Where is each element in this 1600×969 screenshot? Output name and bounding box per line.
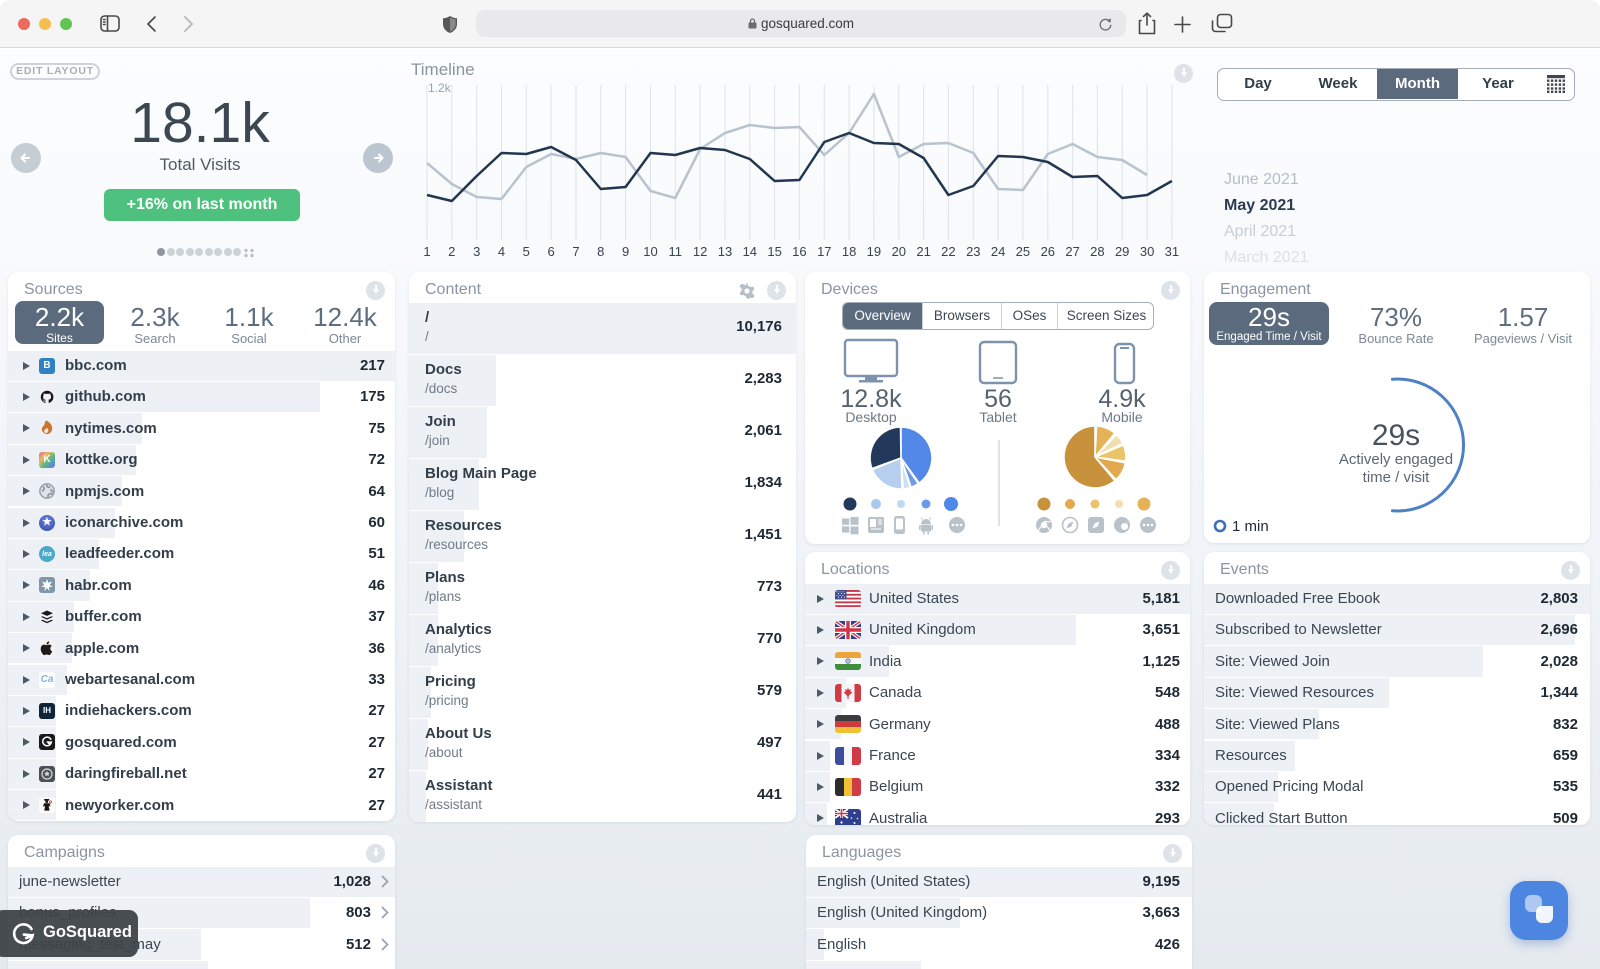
svg-text:Actively engaged: Actively engaged <box>1339 451 1453 468</box>
svg-text:27: 27 <box>1065 244 1079 259</box>
svg-text:29: 29 <box>1115 244 1129 259</box>
svg-text:Tablet: Tablet <box>979 409 1016 425</box>
svg-text:7: 7 <box>572 244 579 259</box>
svg-text:19: 19 <box>867 244 881 259</box>
svg-text:16: 16 <box>792 244 806 259</box>
svg-text:1.2k: 1.2k <box>428 81 452 95</box>
svg-text:5: 5 <box>523 244 530 259</box>
svg-text:24: 24 <box>991 244 1005 259</box>
svg-text:4.9k: 4.9k <box>1098 385 1146 413</box>
svg-text:22: 22 <box>941 244 955 259</box>
svg-text:2: 2 <box>448 244 455 259</box>
svg-text:1: 1 <box>423 244 430 259</box>
svg-text:6: 6 <box>547 244 554 259</box>
svg-text:Desktop: Desktop <box>845 409 897 425</box>
svg-text:56: 56 <box>984 385 1012 413</box>
svg-text:29s: 29s <box>1372 419 1420 452</box>
svg-text:28: 28 <box>1090 244 1104 259</box>
svg-text:12.8k: 12.8k <box>840 385 902 413</box>
svg-text:14: 14 <box>743 244 757 259</box>
svg-text:20: 20 <box>892 244 906 259</box>
svg-text:18: 18 <box>842 244 856 259</box>
svg-text:31: 31 <box>1165 244 1179 259</box>
svg-text:11: 11 <box>669 244 683 259</box>
svg-text:12: 12 <box>693 244 707 259</box>
svg-text:3: 3 <box>473 244 480 259</box>
svg-text:9: 9 <box>622 244 629 259</box>
svg-text:30: 30 <box>1140 244 1154 259</box>
svg-text:17: 17 <box>817 244 831 259</box>
svg-text:15: 15 <box>767 244 781 259</box>
svg-text:Mobile: Mobile <box>1101 409 1142 425</box>
svg-text:23: 23 <box>966 244 980 259</box>
svg-text:time / visit: time / visit <box>1363 469 1431 486</box>
svg-text:8: 8 <box>597 244 604 259</box>
svg-text:25: 25 <box>1016 244 1030 259</box>
svg-text:21: 21 <box>916 244 930 259</box>
svg-text:26: 26 <box>1041 244 1055 259</box>
svg-text:10: 10 <box>643 244 657 259</box>
svg-text:13: 13 <box>718 244 732 259</box>
svg-text:4: 4 <box>498 244 505 259</box>
svg-text:1 min: 1 min <box>1232 518 1269 535</box>
